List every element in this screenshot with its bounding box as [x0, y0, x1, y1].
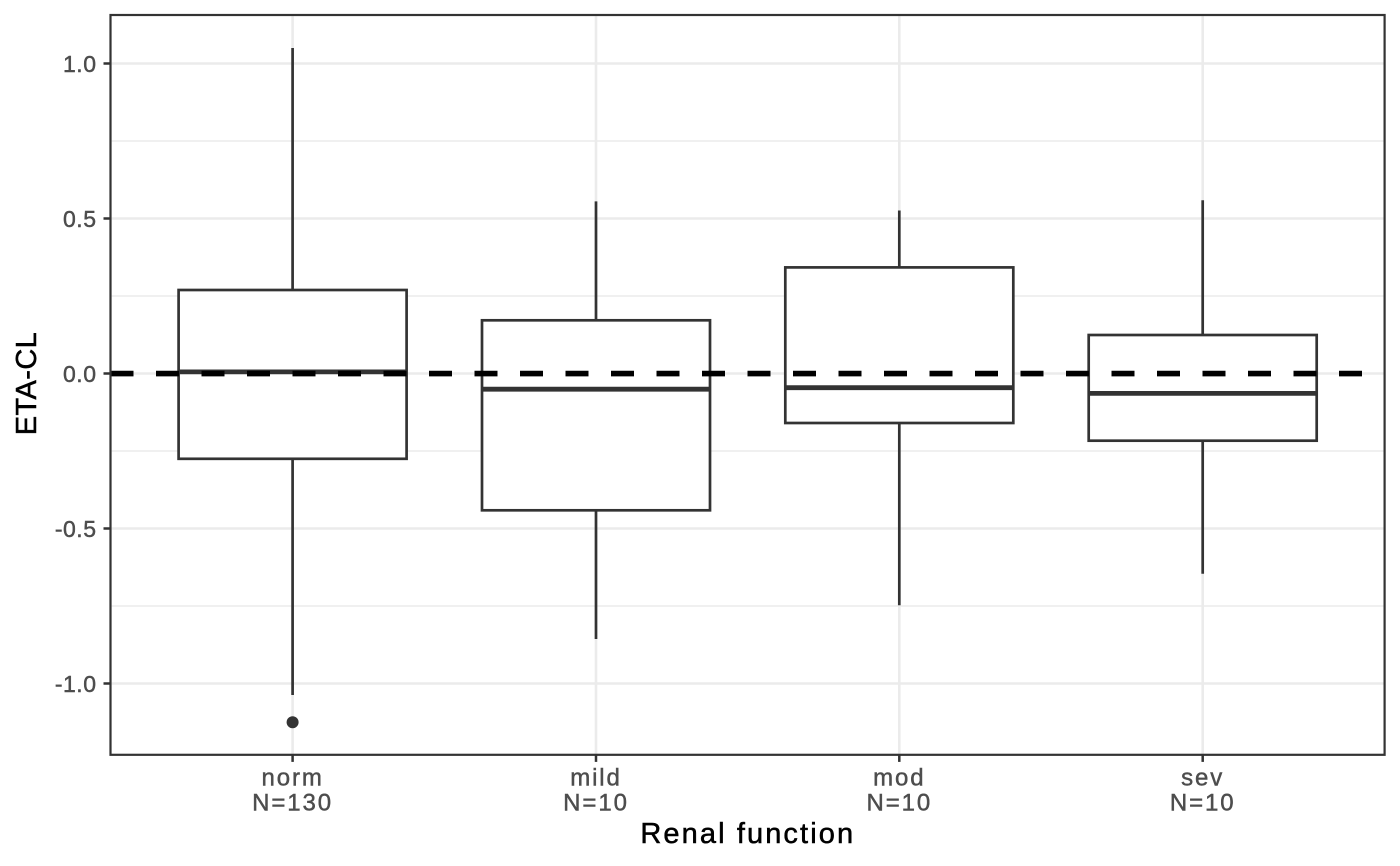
svg-text:norm: norm	[261, 765, 323, 792]
svg-text:Renal function: Renal function	[640, 818, 855, 850]
svg-text:0.5: 0.5	[63, 206, 96, 232]
svg-text:mild: mild	[570, 765, 622, 792]
svg-text:mod: mod	[873, 765, 925, 792]
svg-text:-0.5: -0.5	[55, 516, 97, 542]
svg-text:N=10: N=10	[563, 790, 629, 817]
svg-text:-1.0: -1.0	[55, 671, 97, 697]
svg-text:N=130: N=130	[252, 790, 333, 817]
svg-text:0.0: 0.0	[63, 361, 96, 387]
svg-text:sev: sev	[1181, 765, 1224, 792]
svg-text:N=10: N=10	[1170, 790, 1236, 817]
svg-text:ETA-CL: ETA-CL	[11, 332, 43, 435]
svg-text:1.0: 1.0	[63, 51, 96, 77]
svg-text:N=10: N=10	[866, 790, 932, 817]
